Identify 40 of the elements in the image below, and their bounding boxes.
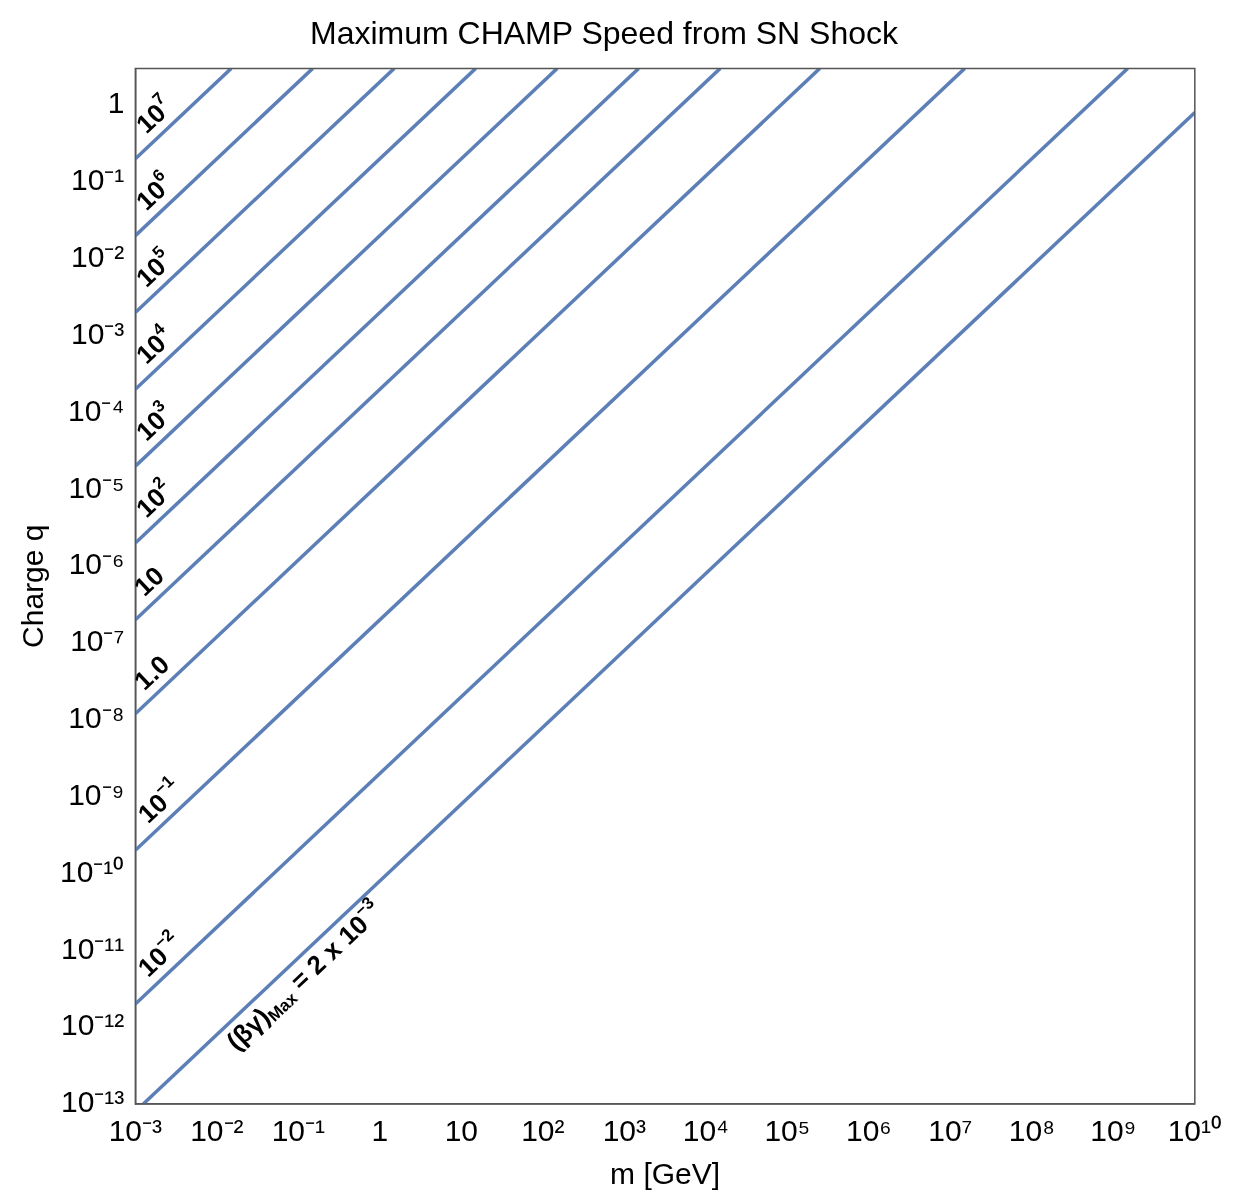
x-tick-label: 10⁻²: [190, 1114, 244, 1148]
y-tick-label: 10⁻⁴: [68, 393, 125, 427]
text: 105: [129, 242, 172, 293]
y-tick-label: 10⁻⁶: [68, 547, 125, 581]
x-tick-label: 10⁵: [764, 1114, 811, 1148]
y-tick-label: 10⁻¹: [71, 163, 125, 197]
text: 10−2: [131, 925, 178, 983]
text: 107: [129, 88, 172, 140]
text: 1.0: [128, 649, 176, 696]
x-tick-label: 10: [444, 1114, 479, 1148]
x-tick-label: 10³: [602, 1114, 647, 1148]
y-tick-label: 10⁻¹¹: [61, 931, 125, 965]
text: 10−1: [131, 771, 178, 829]
x-tick-label: 10⁷: [928, 1114, 973, 1148]
chart-title: Maximum CHAMP Speed from SN Shock: [309, 15, 900, 52]
y-tick-label: 10⁻¹⁰: [60, 854, 125, 888]
x-tick-label: 10⁸: [1008, 1114, 1055, 1148]
text: 104: [129, 318, 172, 370]
y-tick-label: 10⁻¹²: [61, 1008, 125, 1042]
y-tick-label: 1: [107, 86, 125, 120]
text: 103: [129, 395, 172, 447]
y-tick-label: 10⁻⁷: [70, 624, 125, 658]
text: 106: [129, 165, 172, 217]
x-tick-label: 10⁶: [845, 1114, 892, 1148]
y-tick-label: 10⁻⁵: [68, 470, 125, 504]
x-tick-label: 10⁴: [682, 1114, 729, 1148]
y-axis-title: Charge q: [16, 524, 50, 648]
x-tick-label: 10¹⁰: [1167, 1114, 1222, 1148]
y-tick-label: 10⁻²: [71, 240, 125, 274]
text: (βγ)Max = 2 x 10−3: [220, 893, 378, 1057]
x-axis-title: m [GeV]: [610, 1157, 721, 1191]
x-tick-label: 10⁹: [1090, 1114, 1137, 1148]
y-tick-label: 10⁻³: [71, 316, 125, 350]
x-tick-label: 10²: [521, 1114, 565, 1148]
y-tick-label: 10⁻⁹: [68, 777, 125, 811]
x-tick-label: 10⁻¹: [271, 1114, 326, 1148]
x-tick-label: 1: [371, 1114, 389, 1148]
y-tick-label: 10⁻⁸: [68, 701, 125, 735]
text: 102: [129, 472, 172, 524]
text: 10: [128, 560, 170, 602]
